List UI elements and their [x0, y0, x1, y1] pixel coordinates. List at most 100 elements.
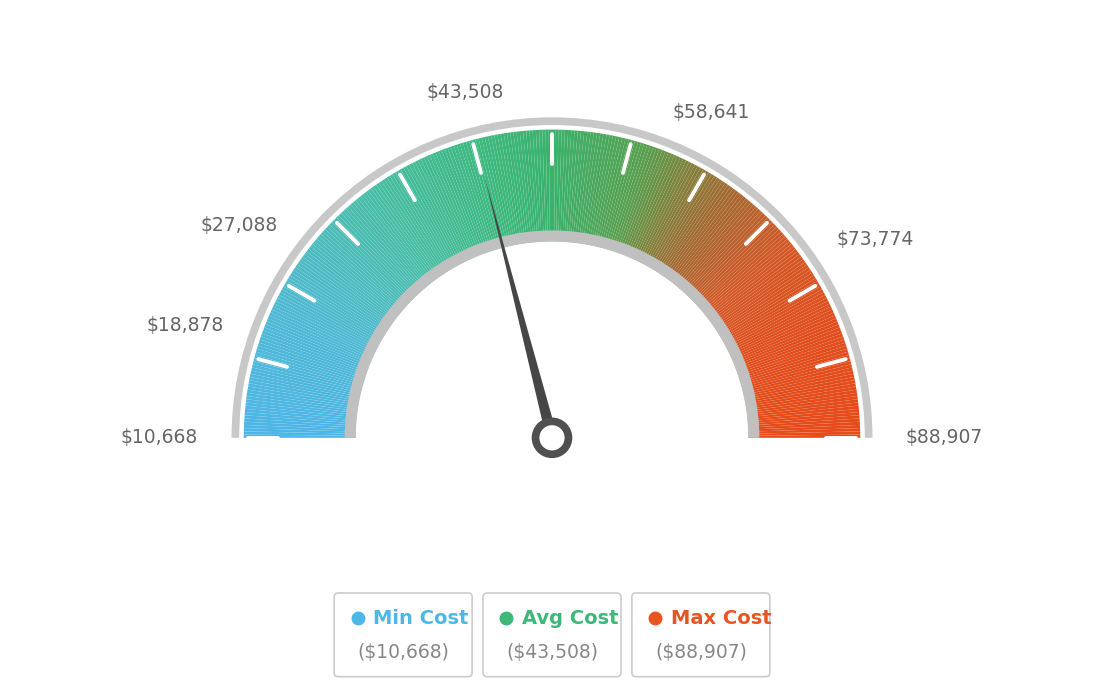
Wedge shape	[672, 195, 743, 284]
Wedge shape	[250, 377, 360, 401]
Wedge shape	[355, 198, 428, 286]
Wedge shape	[498, 134, 519, 245]
Wedge shape	[445, 148, 486, 254]
Wedge shape	[697, 229, 781, 306]
Wedge shape	[244, 415, 357, 426]
Wedge shape	[677, 200, 751, 288]
Wedge shape	[282, 286, 381, 344]
Wedge shape	[718, 273, 814, 335]
Wedge shape	[253, 361, 362, 391]
Wedge shape	[510, 132, 528, 244]
Wedge shape	[386, 176, 448, 273]
Wedge shape	[481, 137, 509, 247]
Wedge shape	[666, 186, 733, 279]
Wedge shape	[299, 259, 392, 326]
Wedge shape	[746, 396, 858, 413]
Wedge shape	[302, 254, 394, 322]
Wedge shape	[244, 428, 355, 434]
Wedge shape	[650, 171, 709, 269]
Wedge shape	[264, 324, 370, 368]
Wedge shape	[746, 400, 858, 415]
Wedge shape	[244, 422, 357, 430]
Wedge shape	[308, 246, 399, 317]
Wedge shape	[713, 262, 807, 328]
Wedge shape	[623, 150, 666, 255]
Wedge shape	[248, 380, 359, 403]
Wedge shape	[369, 188, 437, 280]
Wedge shape	[654, 174, 714, 271]
Wedge shape	[251, 371, 361, 397]
Wedge shape	[576, 132, 594, 244]
Wedge shape	[250, 374, 360, 399]
Wedge shape	[728, 301, 829, 353]
Wedge shape	[724, 289, 824, 345]
Wedge shape	[280, 289, 380, 345]
Wedge shape	[720, 278, 817, 338]
Wedge shape	[651, 172, 712, 270]
Wedge shape	[712, 259, 805, 326]
Wedge shape	[657, 177, 720, 273]
Wedge shape	[312, 241, 401, 315]
Wedge shape	[307, 249, 397, 319]
Wedge shape	[684, 211, 763, 295]
Wedge shape	[656, 176, 718, 273]
Wedge shape	[741, 355, 850, 387]
Wedge shape	[245, 402, 358, 417]
Wedge shape	[257, 346, 364, 381]
Wedge shape	[532, 130, 542, 242]
Text: $43,508: $43,508	[427, 83, 505, 102]
Wedge shape	[670, 193, 741, 283]
Wedge shape	[688, 215, 767, 297]
FancyBboxPatch shape	[631, 593, 769, 677]
Wedge shape	[252, 368, 361, 395]
Wedge shape	[726, 298, 828, 351]
Wedge shape	[744, 377, 854, 401]
Wedge shape	[381, 179, 445, 275]
Wedge shape	[749, 435, 860, 438]
Wedge shape	[500, 133, 521, 244]
Wedge shape	[327, 224, 411, 304]
Wedge shape	[539, 130, 545, 242]
Wedge shape	[454, 145, 491, 252]
Wedge shape	[737, 337, 845, 375]
Wedge shape	[258, 342, 365, 380]
Wedge shape	[310, 244, 400, 316]
Wedge shape	[618, 148, 659, 254]
Wedge shape	[491, 135, 516, 246]
Wedge shape	[412, 161, 465, 263]
Wedge shape	[730, 306, 832, 356]
Wedge shape	[597, 138, 626, 247]
Wedge shape	[272, 306, 374, 356]
Wedge shape	[424, 156, 473, 259]
Wedge shape	[429, 154, 476, 258]
Wedge shape	[488, 136, 513, 246]
Wedge shape	[747, 415, 860, 426]
Text: ($10,668): ($10,668)	[358, 643, 449, 662]
Wedge shape	[466, 141, 499, 250]
Wedge shape	[247, 390, 359, 409]
Wedge shape	[384, 177, 447, 273]
Text: ($43,508): ($43,508)	[506, 643, 598, 662]
Wedge shape	[252, 364, 361, 393]
Wedge shape	[566, 130, 577, 242]
Wedge shape	[626, 152, 671, 257]
Wedge shape	[276, 298, 378, 351]
Wedge shape	[743, 368, 852, 395]
Wedge shape	[284, 284, 382, 342]
Wedge shape	[595, 137, 623, 247]
Wedge shape	[495, 135, 518, 245]
Wedge shape	[337, 215, 416, 297]
Wedge shape	[258, 339, 367, 377]
Wedge shape	[273, 304, 375, 354]
Wedge shape	[624, 151, 668, 256]
Wedge shape	[392, 172, 453, 270]
Wedge shape	[442, 149, 484, 255]
Wedge shape	[679, 202, 753, 289]
Wedge shape	[714, 264, 809, 329]
Wedge shape	[571, 131, 584, 243]
Wedge shape	[463, 142, 497, 250]
Wedge shape	[277, 295, 379, 348]
Wedge shape	[287, 278, 384, 338]
Wedge shape	[263, 327, 369, 369]
Wedge shape	[659, 179, 723, 275]
